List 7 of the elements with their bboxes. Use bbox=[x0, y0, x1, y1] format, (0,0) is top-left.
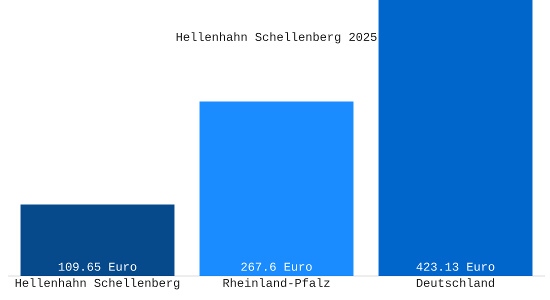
x-tick-label: Hellenhahn Schellenberg bbox=[16, 278, 180, 290]
data-label: 267.6 Euro bbox=[241, 262, 312, 271]
data-label: 109.65 Euro bbox=[58, 262, 136, 271]
x-tick-label: Rheinland-Pfalz bbox=[223, 278, 330, 288]
text: Hellenhahn Schellenberg 2025 bbox=[176, 32, 377, 44]
data-label: 423.13 Euro bbox=[416, 262, 494, 271]
x-tick-label: Deutschland bbox=[416, 278, 494, 288]
